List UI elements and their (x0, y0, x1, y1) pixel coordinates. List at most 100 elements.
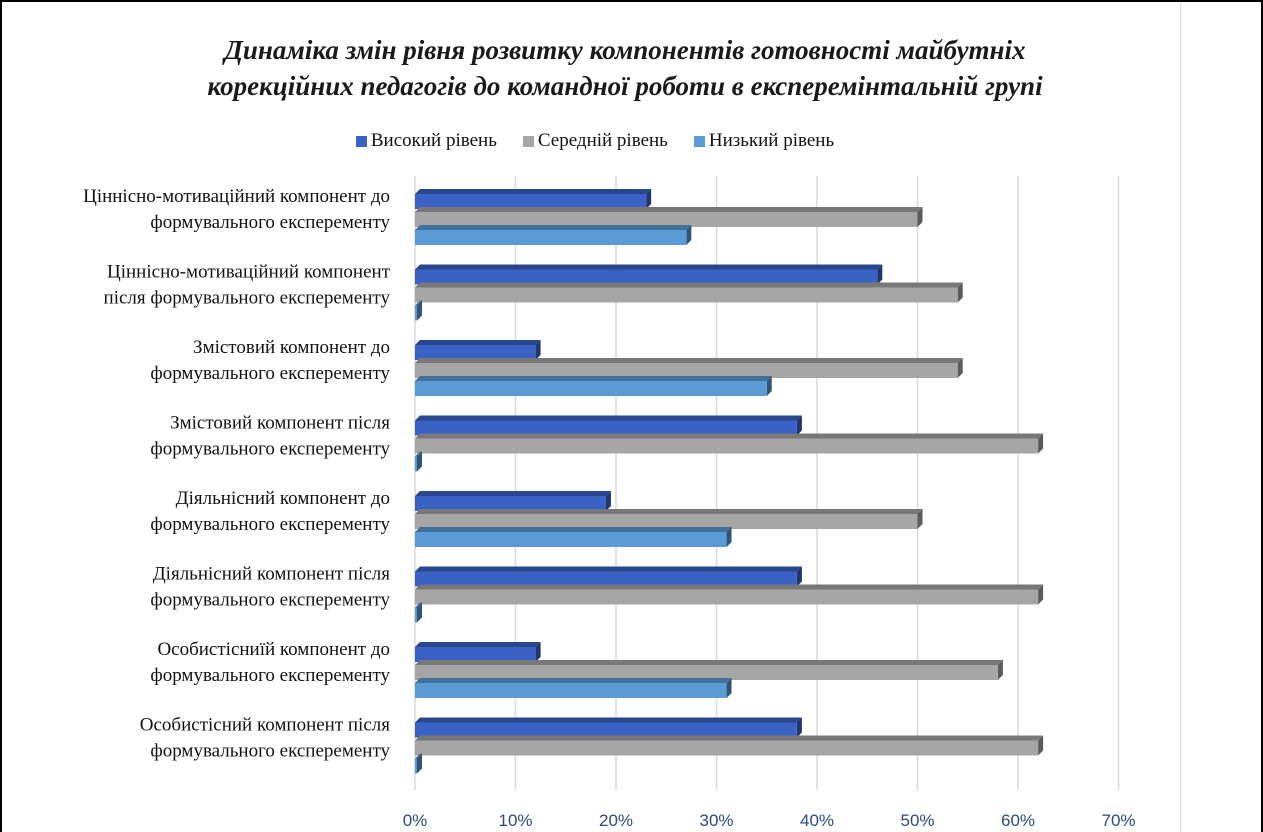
category-label: формувального експеременту (150, 514, 390, 535)
frame-divider (1180, 2, 1181, 832)
bar-side-face (796, 566, 802, 587)
legend-item-high: Високий рівень (355, 130, 497, 152)
bar-top-face (415, 376, 772, 381)
bar (415, 532, 727, 547)
bar (415, 420, 797, 436)
bar-side-face (646, 189, 652, 209)
bar-top-face (415, 642, 541, 647)
bar-side-face (726, 527, 732, 547)
bar (415, 647, 536, 662)
category-label: формувального експеременту (150, 590, 390, 611)
x-tick-label: 60% (1001, 811, 1035, 830)
bar-top-face (415, 433, 1044, 439)
x-tick-label: 20% (599, 811, 633, 830)
category-label: Ціннісно-мотиваційний компонент (107, 262, 391, 283)
bar (415, 589, 1039, 605)
legend-label-medium: Середній рівень (537, 130, 668, 151)
bar (415, 305, 417, 321)
bar-side-face (1038, 433, 1044, 454)
bar-top-face (415, 189, 652, 194)
bar-top-face (415, 264, 883, 270)
bar-top-face (415, 282, 963, 288)
bar-side-face (877, 264, 883, 285)
bar (415, 212, 918, 227)
bar-side-face (726, 678, 732, 698)
chart-legend: Високий рівень Середній рівень Низький р… (0, 130, 1190, 152)
x-tick-label: 10% (498, 811, 532, 830)
bar-side-face (417, 602, 422, 623)
category-label: після формувального експеременту (104, 288, 391, 309)
chart-title: Динаміка змін рівня розвитку компонентів… (80, 32, 1170, 104)
bar (415, 230, 687, 245)
bar (415, 758, 417, 774)
bar-side-face (535, 340, 541, 360)
category-label: Особистісний компонент після (140, 715, 390, 736)
category-label: формувального експеременту (150, 212, 390, 233)
bar-side-face (417, 753, 422, 774)
bar-top-face (415, 451, 422, 457)
bar (415, 194, 647, 209)
bar-side-face (917, 207, 923, 227)
bar-top-face (415, 660, 1003, 665)
chart-title-line-1: Динаміка змін рівня розвитку компонентів… (224, 35, 1026, 65)
bar-top-face (415, 300, 422, 306)
category-label: формувального експеременту (150, 741, 390, 762)
category-label: формувального експеременту (150, 363, 390, 384)
bar-top-face (415, 566, 802, 572)
bar-side-face (917, 509, 923, 529)
bar-top-face (415, 717, 802, 723)
legend-item-medium: Середній рівень (522, 130, 668, 152)
legend-label-high: Високий рівень (370, 130, 497, 151)
bar-top-face (415, 491, 611, 496)
bar-side-face (957, 358, 963, 378)
bar-side-face (997, 660, 1003, 680)
bar (415, 363, 958, 378)
x-tick-label: 0% (403, 811, 428, 830)
bar (415, 456, 417, 472)
legend-item-low: Низький рівень (693, 130, 834, 152)
bar (415, 607, 417, 623)
bar-side-face (1038, 584, 1044, 605)
legend-swatch-high (355, 135, 367, 147)
chart-title-line-2: корекційних педагогів до командної робот… (207, 71, 1043, 101)
bar-top-face (415, 358, 963, 363)
category-label: формувального експеременту (150, 665, 390, 686)
bar-top-face (415, 225, 692, 230)
x-tick-label: 30% (699, 811, 733, 830)
x-tick-label: 70% (1101, 811, 1135, 830)
bar (415, 722, 797, 738)
category-label: Змістовий компонент після (170, 413, 390, 434)
category-label: Змістовий компонент до (193, 337, 390, 358)
category-label: формувального експеременту (150, 439, 390, 460)
x-tick-label: 50% (900, 811, 934, 830)
category-label: Ціннісно-мотиваційний компонент до (83, 186, 390, 207)
bar (415, 683, 727, 698)
category-label: Діяльнісний компонент після (153, 564, 391, 585)
bar-side-face (796, 415, 802, 436)
bar-side-face (535, 642, 541, 662)
bar-side-face (417, 451, 422, 472)
bar-side-face (957, 282, 963, 303)
bar (415, 740, 1039, 756)
category-label: Особистісниїй компонент до (157, 639, 390, 660)
bar-top-face (415, 207, 923, 212)
bar-side-face (417, 300, 422, 321)
bar-top-face (415, 340, 541, 345)
bar (415, 269, 878, 285)
bar-side-face (766, 376, 772, 396)
bar (415, 514, 918, 529)
bar-top-face (415, 415, 802, 421)
bar (415, 381, 767, 396)
bar-top-face (415, 584, 1044, 590)
bar (415, 665, 998, 680)
bar-top-face (415, 678, 732, 683)
legend-swatch-low (693, 135, 705, 147)
bar-side-face (1038, 735, 1044, 756)
bar (415, 345, 536, 360)
bar-side-face (796, 717, 802, 738)
bar-side-face (686, 225, 692, 245)
bar (415, 496, 606, 511)
bar (415, 571, 797, 587)
